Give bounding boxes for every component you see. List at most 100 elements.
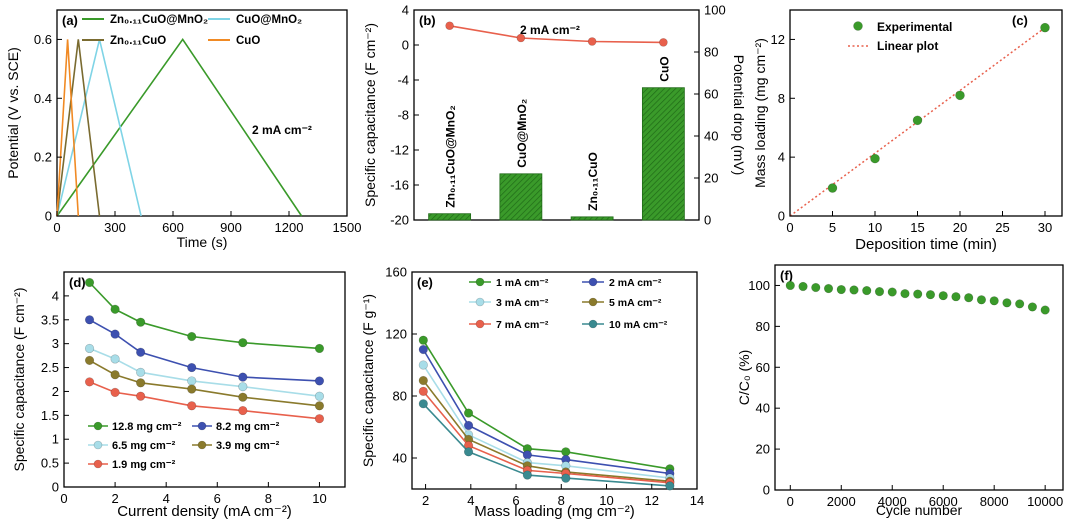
series-point [463,447,474,457]
y-tick-label: 0.2 [34,150,52,165]
bar-category-label: CuO@MnO₂ [515,99,529,168]
legend-marker [475,277,485,287]
data-point [1015,299,1025,309]
panel-f: (f) 0 2000 4000 6000 8000 10000 0 20 40 60 80 100 Cyc… [736,264,1064,518]
y-tick-label: 0.5 [41,456,59,471]
bar-category-label: Zn₀.₁₁CuO@MnO₂ [444,105,458,207]
data-point [870,153,880,164]
x-tick-label: 0 [786,220,793,235]
legend-label: 5 mA cm⁻² [609,297,662,309]
y-tick-label: 40 [756,401,770,416]
series-line [89,359,320,407]
series-point [463,420,474,431]
y-tick-label: 80 [393,389,407,404]
series-point [314,343,325,354]
y-right-tick-label: 20 [704,171,718,186]
capacitance-point [445,21,454,31]
data-point [887,287,897,297]
legend-label: 1 mA cm⁻² [496,277,549,289]
series-point [463,408,474,418]
y-tick-label: 160 [385,265,407,280]
series-point [84,277,95,288]
data-point [849,285,859,295]
y-tick-label: 0 [402,38,409,53]
data-point [811,282,821,293]
panel-b: (b) Zn₀.₁₁CuO@MnO₂ CuO@MnO₂ Zn₀.₁₁CuO CuO -20… [362,3,747,228]
y-tick-label: 12 [771,32,785,47]
x-tick-label: 300 [104,220,126,235]
y-tick-label: 40 [393,451,407,466]
data-point [955,90,965,101]
y-tick-label: 1.5 [41,408,59,423]
legend-label: 10 mA cm⁻² [609,319,668,331]
y-tick-label: 0 [778,209,785,224]
legend-marker [93,421,103,431]
data-point [1040,22,1050,33]
series-line [56,39,101,217]
y-tick-label: 0 [52,480,59,495]
legend-label: 3.9 mg cm⁻² [216,440,280,452]
plot-frame [63,271,346,488]
panel-label: (c) [1012,13,1028,28]
y-axis-label: C/C₀ (%) [736,350,752,406]
series-point [314,376,325,386]
y-tick-label: -8 [397,108,409,123]
x-tick-label: 8000 [980,494,1009,509]
y-tick-label: 3 [52,336,59,351]
legend-marker [93,459,103,469]
x-tick-label: 20 [953,220,967,235]
legend-label: 12.8 mg cm⁻² [112,421,182,433]
series-point [136,317,146,327]
series-point [136,347,146,357]
series-point [418,344,428,355]
series-point [187,362,197,373]
series-point [238,405,248,416]
capacitance-point [659,38,668,47]
series-line [56,37,303,217]
x-axis-label: Current density (mA cm⁻²) [117,503,292,520]
annotation: 2 mA cm⁻² [520,23,580,37]
series-line [89,381,320,420]
bar-category-label: CuO [657,56,671,81]
x-tick-label: 30 [1038,220,1052,235]
data-point [1027,302,1038,312]
series-point [522,470,532,480]
legend-label: CuO [236,35,260,47]
series-point [187,376,197,386]
panel-label: (f) [780,268,793,283]
x-tick-label: 8 [265,491,272,506]
y-tick-label: 20 [756,442,770,457]
series-point [110,387,120,398]
y-tick-label: 0.6 [34,32,52,47]
series-point [238,392,248,402]
legend-marker [588,297,598,307]
bar [428,213,472,221]
bar [499,173,543,221]
series-point [314,391,325,401]
panel-e: (e) 2 4 6 8 10 12 14 40 80 120 160 Mass loading (mg … [360,265,704,521]
series-point [522,450,532,460]
y-tick-label: 3.5 [41,312,59,327]
x-tick-label: 4 [467,493,474,508]
bar [641,87,685,221]
x-tick-label: 5 [829,220,836,235]
data-point [913,289,923,299]
y-axis-label: Potential (V vs. SCE) [5,47,21,179]
series-point [238,338,248,348]
annotation: 2 mA cm⁻² [252,123,312,137]
x-tick-label: 15 [910,220,924,235]
x-tick-label: 6 [214,491,221,506]
data-point [785,280,795,291]
series-line [422,380,670,483]
plot-frame [774,264,1064,491]
series-point [561,447,571,457]
y-right-tick-label: 80 [704,45,718,60]
legend-label: 8.2 mg cm⁻² [216,421,280,433]
series-point [84,355,95,365]
panel-c: (c) 0 5 10 15 20 25 30 0 4 8 12 Deposition time (min… [752,9,1063,253]
series-line [422,349,671,475]
x-tick-label: 0 [53,220,60,235]
series-point [187,384,197,394]
x-tick-label: 14 [690,493,704,508]
